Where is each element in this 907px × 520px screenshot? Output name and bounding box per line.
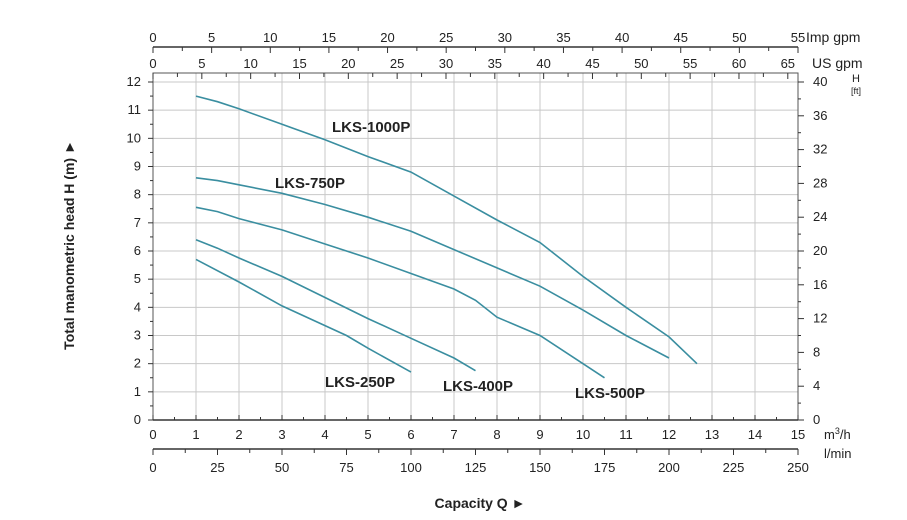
- y-tick-label: 10: [127, 130, 141, 145]
- lmin-tick-label: 200: [658, 460, 680, 475]
- y-tick-label: 2: [134, 356, 141, 371]
- lmin-tick-label: 250: [787, 460, 809, 475]
- x-tick-label: 7: [450, 427, 457, 442]
- x-tick-label: 5: [364, 427, 371, 442]
- usgpm-tick-label: 40: [536, 56, 550, 71]
- x-tick-label: 9: [536, 427, 543, 442]
- imp-tick-label: 35: [556, 30, 570, 45]
- curve-label-lks-1000p: LKS-1000P: [332, 119, 410, 136]
- ft-tick-label: 8: [813, 344, 820, 359]
- x-tick-label: 2: [235, 427, 242, 442]
- usgpm-tick-label: 5: [198, 56, 205, 71]
- ft-tick-label: 12: [813, 311, 827, 326]
- imp-tick-label: 5: [208, 30, 215, 45]
- imp-tick-label: 10: [263, 30, 277, 45]
- usgpm-tick-label: 65: [781, 56, 795, 71]
- imp-tick-label: 40: [615, 30, 629, 45]
- ft-tick-label: 40: [813, 74, 827, 89]
- usgpm-unit-label: US gpm: [812, 55, 863, 71]
- lmin-tick-label: 50: [275, 460, 289, 475]
- usgpm-tick-label: 15: [292, 56, 306, 71]
- imp-unit-label: Imp gpm: [806, 29, 860, 45]
- ft-tick-label: 32: [813, 142, 827, 157]
- lmin-tick-label: 150: [529, 460, 551, 475]
- usgpm-tick-label: 60: [732, 56, 746, 71]
- lmin-tick-label: 175: [594, 460, 616, 475]
- curve-label-lks-750p: LKS-750P: [275, 175, 345, 192]
- usgpm-tick-label: 30: [439, 56, 453, 71]
- y-tick-label: 6: [134, 243, 141, 258]
- usgpm-tick-label: 35: [488, 56, 502, 71]
- ft-tick-label: 24: [813, 209, 827, 224]
- x-tick-label: 15: [791, 427, 805, 442]
- y-tick-label: 12: [127, 74, 141, 89]
- curve-label-lks-400p: LKS-400P: [443, 378, 513, 395]
- lmin-tick-label: 75: [339, 460, 353, 475]
- x-tick-label: 13: [705, 427, 719, 442]
- x-tick-label: 14: [748, 427, 762, 442]
- ft-tick-label: 28: [813, 175, 827, 190]
- imp-tick-label: 0: [149, 30, 156, 45]
- lmin-tick-label: 100: [400, 460, 422, 475]
- x-tick-label: 0: [149, 427, 156, 442]
- usgpm-tick-label: 50: [634, 56, 648, 71]
- ft-tick-label: 0: [813, 412, 820, 427]
- imp-tick-label: 20: [380, 30, 394, 45]
- lmin-tick-label: 25: [210, 460, 224, 475]
- curve-lks-1000p: [195, 95, 698, 365]
- x-tick-label: 8: [493, 427, 500, 442]
- y-tick-label: 3: [134, 328, 141, 343]
- imp-tick-label: 45: [673, 30, 687, 45]
- curve-lks-250p: [195, 258, 412, 373]
- lmin-unit-label: l/min: [824, 446, 851, 461]
- y-tick-label: 9: [134, 159, 141, 174]
- imp-tick-label: 25: [439, 30, 453, 45]
- usgpm-tick-label: 25: [390, 56, 404, 71]
- curve-lks-500p: [195, 206, 605, 379]
- imp-tick-label: 15: [322, 30, 336, 45]
- imp-tick-label: 55: [791, 30, 805, 45]
- x-tick-label: 1: [192, 427, 199, 442]
- ft-tick-label: 16: [813, 277, 827, 292]
- x-tick-label: 12: [662, 427, 676, 442]
- y-tick-label: 4: [134, 299, 141, 314]
- usgpm-tick-label: 0: [149, 56, 156, 71]
- y-tick-label: 0: [134, 412, 141, 427]
- x-unit-label: m3/h: [824, 426, 851, 442]
- y-axis-title: Total manometric head H (m) ►: [61, 140, 77, 350]
- imp-tick-label: 30: [498, 30, 512, 45]
- ft-axis-unit: [ft]: [851, 86, 861, 96]
- x-tick-label: 3: [278, 427, 285, 442]
- imp-tick-label: 50: [732, 30, 746, 45]
- usgpm-tick-label: 10: [243, 56, 257, 71]
- x-tick-label: 6: [407, 427, 414, 442]
- curve-lks-400p: [195, 238, 476, 372]
- plot-frame: [152, 72, 799, 421]
- ft-tick-label: 4: [813, 378, 820, 393]
- ft-axis-label: H: [852, 73, 860, 85]
- y-tick-label: 8: [134, 187, 141, 202]
- usgpm-tick-label: 20: [341, 56, 355, 71]
- y-tick-label: 7: [134, 215, 141, 230]
- x-tick-label: 11: [619, 427, 633, 442]
- x-tick-label: 10: [576, 427, 590, 442]
- lmin-tick-label: 0: [149, 460, 156, 475]
- curve-label-lks-500p: LKS-500P: [575, 385, 645, 402]
- ft-tick-label: 36: [813, 108, 827, 123]
- usgpm-tick-label: 45: [585, 56, 599, 71]
- usgpm-tick-label: 55: [683, 56, 697, 71]
- y-tick-label: 1: [134, 384, 141, 399]
- lmin-tick-label: 225: [723, 460, 745, 475]
- x-axis-title: Capacity Q ►: [435, 495, 526, 511]
- curve-lks-750p: [195, 177, 670, 359]
- lmin-tick-label: 125: [465, 460, 487, 475]
- y-tick-label: 5: [134, 271, 141, 286]
- ft-tick-label: 20: [813, 243, 827, 258]
- x-tick-label: 4: [321, 427, 328, 442]
- curve-label-lks-250p: LKS-250P: [325, 374, 395, 391]
- y-tick-label: 11: [128, 102, 142, 117]
